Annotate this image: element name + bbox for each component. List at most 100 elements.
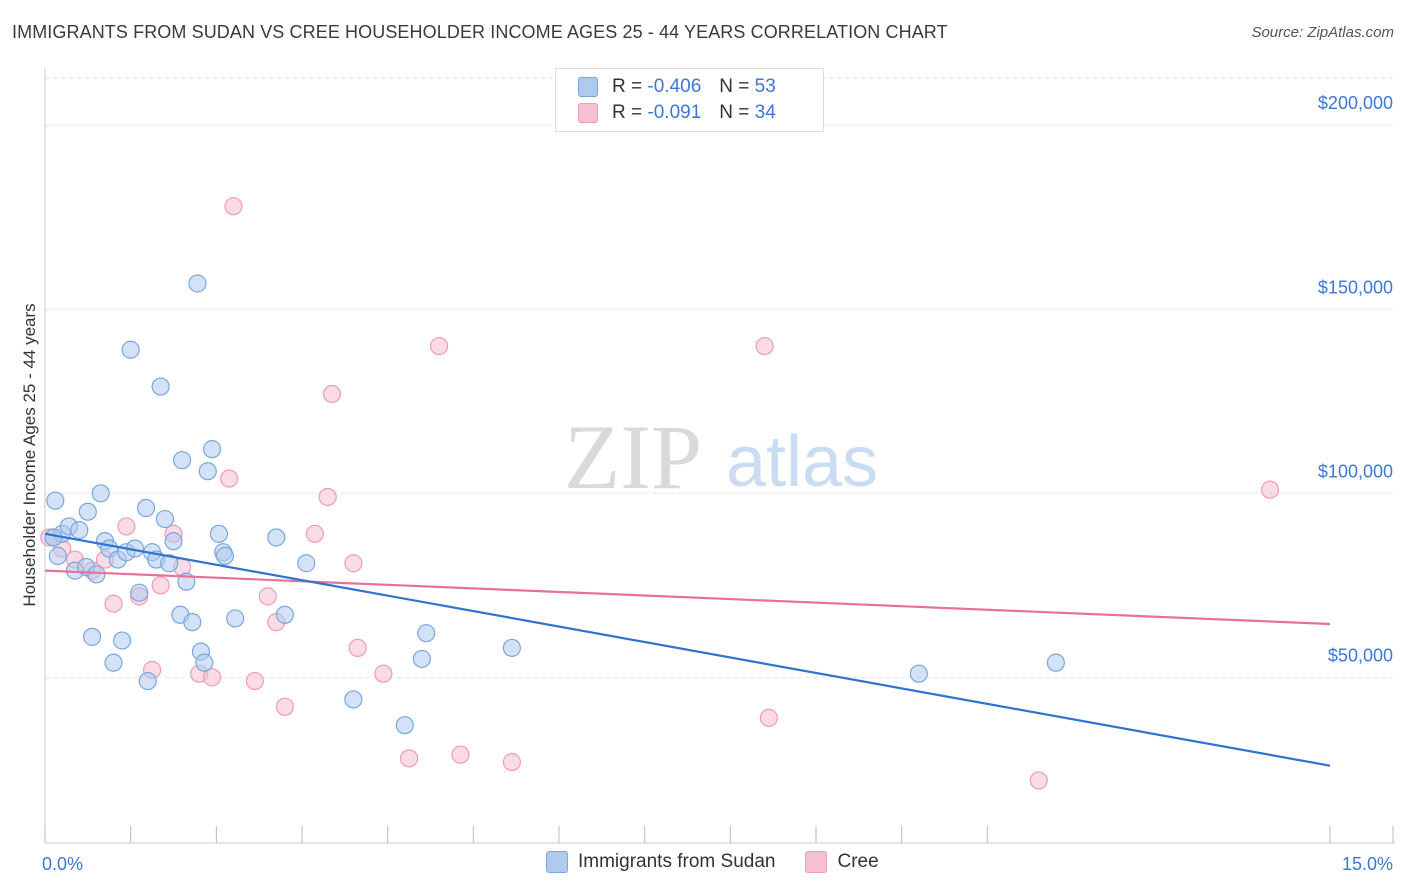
data-point-cree [224, 197, 243, 216]
data-point-sudan [412, 649, 432, 669]
data-point-sudan [502, 638, 521, 658]
y-tick-label: $200,000 [1318, 93, 1393, 113]
chart-title: IMMIGRANTS FROM SUDAN VS CREE HOUSEHOLDE… [12, 22, 948, 42]
x-tick-labels: 0.0% 15.0% [42, 854, 1393, 874]
data-point-sudan [202, 440, 222, 459]
data-point-cree [245, 671, 264, 691]
data-point-sudan [70, 521, 89, 540]
legend-swatch-sudan [578, 77, 598, 97]
legend-r-label: R = [612, 76, 643, 97]
data-point-sudan [164, 532, 183, 551]
legend-item-sudan: Immigrants from Sudan [546, 851, 775, 873]
data-point-cree [502, 752, 521, 772]
data-point-cree [755, 336, 774, 356]
data-point-sudan [297, 554, 316, 573]
legend-n-label: N = [719, 76, 750, 97]
legend-label-sudan: Immigrants from Sudan [578, 851, 776, 872]
data-point-sudan [215, 546, 234, 565]
data-point-cree [305, 524, 324, 543]
data-point-sudan [121, 340, 140, 359]
correlation-legend: R = -0.406 N = 53 R = -0.091 N = 34 [555, 68, 824, 132]
data-point-sudan [226, 609, 245, 628]
data-point-sudan [160, 554, 179, 573]
data-point-cree [117, 517, 136, 536]
y-tick-label: $100,000 [1318, 461, 1393, 481]
legend-swatch-cree [578, 103, 598, 123]
trend-line-cree [44, 569, 1331, 626]
legend-row-sudan: R = -0.406 N = 53 [578, 74, 776, 100]
data-point-sudan [209, 524, 229, 543]
data-point-sudan [78, 502, 97, 521]
data-point-sudan [130, 583, 149, 602]
data-point-cree [104, 594, 123, 613]
data-point-cree [759, 708, 778, 727]
data-point-sudan [183, 613, 202, 632]
legend-swatch-cree [805, 851, 828, 873]
data-point-sudan [136, 498, 156, 518]
data-point-cree [399, 749, 419, 768]
legend-n-value-cree: 34 [754, 102, 776, 123]
data-point-sudan [87, 565, 106, 584]
legend-swatch-sudan [546, 851, 568, 873]
data-point-sudan [172, 451, 192, 470]
trend-line-sudan [44, 532, 1331, 767]
data-point-sudan [151, 377, 170, 396]
x-tick-label: 15.0% [1342, 854, 1393, 874]
data-point-cree [151, 576, 170, 595]
data-point-sudan [195, 653, 214, 672]
data-point-cree [220, 469, 239, 488]
legend-label-cree: Cree [837, 851, 879, 872]
data-point-sudan [344, 690, 363, 709]
data-point-cree [374, 664, 393, 683]
data-point-cree [258, 587, 277, 606]
data-point-cree [322, 384, 342, 404]
data-point-cree [344, 554, 363, 573]
y-axis-label-group: Householder Income Ages 25 - 44 years [20, 303, 39, 606]
gridlines [45, 77, 1395, 678]
legend-r-value-sudan: -0.406 [647, 76, 702, 97]
data-point-sudan [104, 653, 123, 672]
data-point-sudan [188, 274, 207, 293]
y-tick-label: $50,000 [1328, 645, 1393, 665]
y-axis-label: Householder Income Ages 25 - 44 years [20, 303, 39, 606]
data-point-cree [275, 697, 294, 716]
y-tick-label: $150,000 [1318, 277, 1393, 297]
data-point-cree [429, 336, 449, 356]
legend-row-cree: R = -0.091 N = 34 [578, 100, 776, 126]
data-point-sudan [909, 664, 928, 683]
legend-r-label: R = [612, 102, 643, 123]
data-point-sudan [155, 509, 175, 529]
data-point-sudan [417, 624, 436, 643]
data-point-sudan [46, 491, 65, 510]
data-point-sudan [83, 627, 102, 646]
data-point-sudan [112, 631, 132, 650]
legend-r-value-cree: -0.091 [647, 102, 702, 123]
data-point-sudan [395, 716, 414, 735]
legend-item-cree: Cree [805, 851, 879, 873]
y-tick-labels: $50,000 $100,000 $150,000 $200,000 [1318, 93, 1393, 665]
legend-n-value-sudan: 53 [754, 76, 776, 97]
data-point-sudan [48, 546, 67, 565]
trend-lines [44, 532, 1331, 767]
watermark: ZIP atlas [564, 406, 878, 508]
axes [44, 68, 1395, 844]
data-point-cree [202, 668, 222, 687]
data-point-cree [348, 638, 367, 658]
data-point-sudan [138, 671, 157, 691]
data-point-cree [1029, 771, 1048, 790]
data-point-cree [318, 487, 337, 507]
series-legend: Immigrants from Sudan Cree [546, 851, 909, 873]
data-point-sudan [1046, 653, 1065, 672]
watermark-zip: ZIP [564, 406, 702, 508]
legend-n-label: N = [719, 102, 750, 123]
x-tick-label: 0.0% [42, 854, 83, 874]
data-point-sudan [91, 484, 110, 503]
data-point-sudan [267, 528, 286, 547]
data-point-cree [451, 745, 470, 764]
source-label: Source: ZipAtlas.com [1251, 24, 1394, 41]
data-point-cree [1260, 480, 1280, 499]
watermark-atlas: atlas [726, 422, 878, 502]
series-sudan-points [44, 274, 1065, 735]
data-point-sudan [198, 462, 217, 481]
